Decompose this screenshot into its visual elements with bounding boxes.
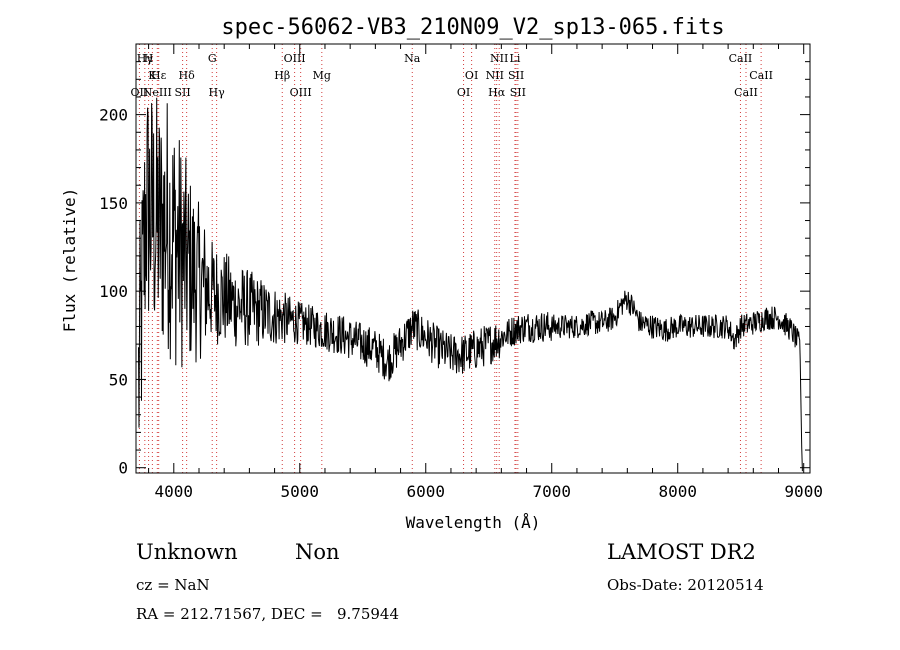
line-label: OII — [131, 86, 149, 99]
survey-text: LAMOST DR2 — [607, 540, 756, 564]
x-tick-label: 7000 — [532, 482, 571, 501]
line-label: K — [148, 69, 157, 82]
x-tick-label: 9000 — [784, 482, 823, 501]
line-label: NII — [486, 69, 504, 82]
line-label: Na — [404, 52, 421, 65]
line-label: H — [144, 52, 154, 65]
line-label: SII — [174, 86, 190, 99]
y-tick-label: 100 — [99, 282, 128, 301]
line-label: NII — [490, 52, 508, 65]
line-label: OI — [465, 69, 478, 82]
line-markers — [138, 44, 762, 473]
chart-title: spec-56062-VB3_210N09_V2_sp13-065.fits — [221, 15, 724, 40]
line-label: OIII — [290, 86, 312, 99]
x-tick-label: 5000 — [281, 482, 320, 501]
y-tick-label: 0 — [118, 459, 128, 478]
axis-ticks: 4000 5000 6000 7000 8000 9000 0 50 100 150 200 — [99, 43, 823, 501]
spectrum-line — [138, 97, 803, 472]
x-tick-label: 8000 — [658, 482, 697, 501]
subclass-text: Non — [295, 540, 340, 564]
line-label: Hγ — [137, 52, 154, 65]
line-label: CaII — [734, 86, 758, 99]
line-label: Hγ — [209, 86, 226, 99]
line-label: CaII — [749, 69, 773, 82]
y-tick-label: 50 — [109, 370, 128, 389]
x-axis-label: Wavelength (Å) — [406, 513, 541, 532]
y-axis-label: Flux (relative) — [60, 188, 79, 333]
coords-text: RA = 212.71567, DEC = 9.75944 — [136, 605, 400, 623]
class-text: Unknown — [136, 540, 238, 564]
line-label: G — [208, 52, 217, 65]
line-label: CaII — [729, 52, 753, 65]
line-label: Hβ — [274, 69, 290, 82]
x-tick-label: 6000 — [406, 482, 445, 501]
line-label: NeIII — [143, 86, 172, 99]
y-tick-label: 150 — [99, 194, 128, 213]
x-tick-label: 4000 — [155, 482, 194, 501]
line-label: Hα — [488, 86, 506, 99]
cz-text: cz = NaN — [136, 576, 210, 594]
line-label: Hδ — [179, 69, 196, 82]
line-label: Mg — [313, 69, 331, 82]
line-label: SII — [508, 69, 524, 82]
obsdate-text: Obs-Date: 20120514 — [607, 576, 764, 594]
y-tick-label: 200 — [99, 106, 128, 125]
line-label: Hε — [151, 69, 167, 82]
line-label: OI — [457, 86, 470, 99]
line-label: Li — [510, 52, 521, 65]
plot-frame — [135, 43, 811, 474]
line-label: OIII — [284, 52, 306, 65]
line-label: SII — [510, 86, 526, 99]
